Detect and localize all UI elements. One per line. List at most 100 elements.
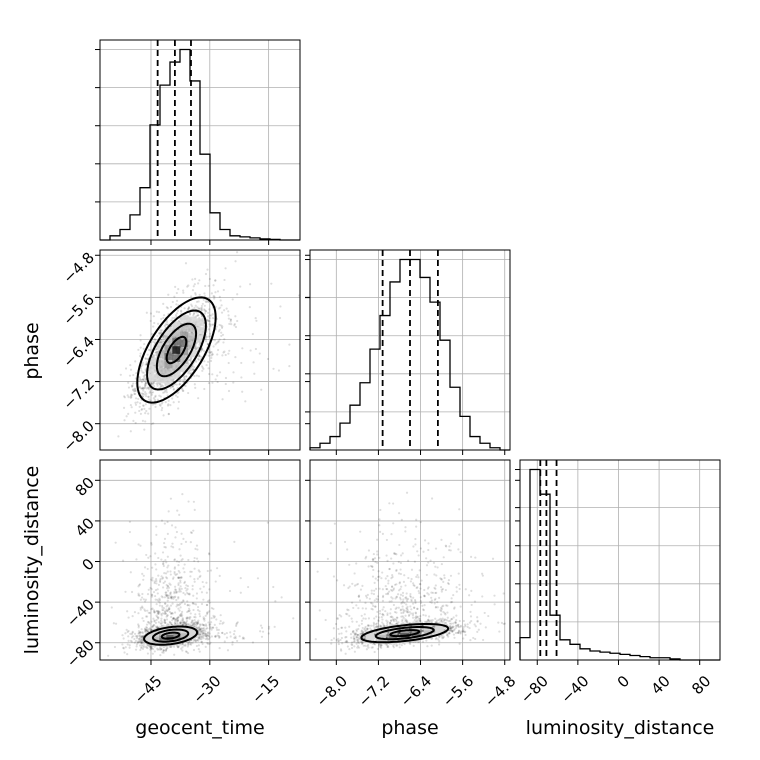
scatter-point	[207, 300, 210, 303]
scatter-point	[187, 306, 191, 310]
scatter-point	[145, 646, 148, 649]
scatter-point	[214, 378, 217, 381]
density-cell	[148, 357, 158, 366]
scatter-point	[212, 323, 215, 326]
scatter-point	[144, 378, 147, 381]
scatter-point	[233, 324, 236, 327]
scatter-point	[138, 631, 142, 634]
scatter-point	[152, 590, 156, 594]
scatter-point	[184, 540, 188, 543]
scatter-point	[268, 625, 271, 628]
scatter-point	[169, 325, 172, 329]
scatter-point	[148, 611, 151, 615]
scatter-point	[429, 559, 432, 562]
scatter-point	[357, 646, 361, 649]
scatter-point	[204, 340, 208, 343]
scatter-point	[160, 409, 163, 412]
scatter-point	[207, 315, 210, 318]
scatter-point	[188, 617, 191, 620]
scatter-point	[193, 559, 196, 563]
scatter-point	[200, 308, 203, 311]
scatter-point	[208, 599, 211, 602]
scatter-point	[174, 618, 178, 621]
scatter-point	[221, 398, 224, 401]
scatter-point	[449, 601, 453, 604]
scatter-point	[208, 588, 211, 591]
scatter-point	[169, 593, 172, 596]
scatter-point	[162, 391, 165, 394]
scatter-point	[204, 637, 207, 641]
density-cell	[187, 349, 197, 358]
scatter-point	[196, 314, 199, 317]
scatter-point	[450, 618, 453, 621]
scatter-point	[356, 633, 360, 636]
scatter-point	[372, 552, 375, 556]
scatter-point	[360, 614, 363, 617]
scatter-point	[134, 397, 138, 400]
scatter-point	[160, 647, 163, 650]
scatter-point	[359, 632, 362, 636]
scatter-point	[374, 605, 377, 608]
scatter-point	[408, 641, 412, 644]
scatter-point	[201, 302, 204, 306]
scatter-point	[221, 325, 224, 328]
scatter-point	[422, 550, 425, 553]
scatter-point	[187, 622, 190, 626]
scatter-point	[232, 371, 235, 374]
scatter-point	[358, 624, 361, 627]
scatter-point	[178, 587, 181, 590]
scatter-point	[151, 607, 154, 610]
scatter-point	[389, 619, 393, 623]
scatter-point	[190, 621, 193, 624]
scatter-point	[139, 378, 142, 381]
scatter-point	[187, 607, 191, 610]
scatter-point	[133, 641, 136, 644]
scatter-point	[391, 589, 394, 592]
scatter-point	[150, 332, 154, 336]
scatter-point	[155, 603, 158, 606]
scatter-point	[360, 629, 364, 632]
scatter-point	[172, 617, 175, 620]
scatter-point	[411, 616, 415, 619]
scatter-point	[181, 619, 185, 622]
scatter-point	[160, 317, 163, 321]
scatter-point	[414, 616, 417, 619]
scatter-point	[137, 624, 140, 627]
scatter-point	[376, 538, 379, 541]
scatter-point	[449, 628, 452, 631]
scatter-point	[145, 625, 148, 629]
scatter-point	[414, 612, 418, 615]
scatter-point	[206, 360, 210, 364]
scatter-point	[356, 582, 360, 586]
scatter-point	[194, 640, 197, 643]
scatter-point	[141, 363, 144, 366]
scatter-point	[172, 617, 176, 620]
scatter-point	[129, 632, 132, 635]
scatter-point	[203, 360, 206, 363]
scatter-point	[187, 372, 190, 375]
scatter-point	[370, 646, 373, 649]
scatter-point	[184, 650, 188, 653]
scatter-point	[190, 624, 193, 627]
scatter-point	[150, 541, 153, 545]
scatter-point	[140, 640, 143, 643]
scatter-point	[458, 642, 461, 645]
scatter-point	[386, 593, 390, 596]
scatter-point	[221, 354, 224, 357]
scatter-point	[425, 557, 428, 560]
scatter-point	[131, 615, 134, 618]
scatter-point	[344, 640, 347, 643]
scatter-point	[343, 540, 347, 544]
scatter-point	[241, 637, 244, 640]
scatter-point	[410, 612, 413, 615]
scatter-point	[502, 592, 505, 595]
scatter-point	[155, 618, 158, 622]
scatter-point	[206, 569, 209, 573]
scatter-point	[181, 614, 184, 617]
scatter-point	[175, 291, 178, 295]
scatter-point	[146, 386, 149, 389]
scatter-point	[192, 529, 195, 532]
scatter-point	[213, 339, 216, 342]
scatter-point	[139, 598, 142, 601]
